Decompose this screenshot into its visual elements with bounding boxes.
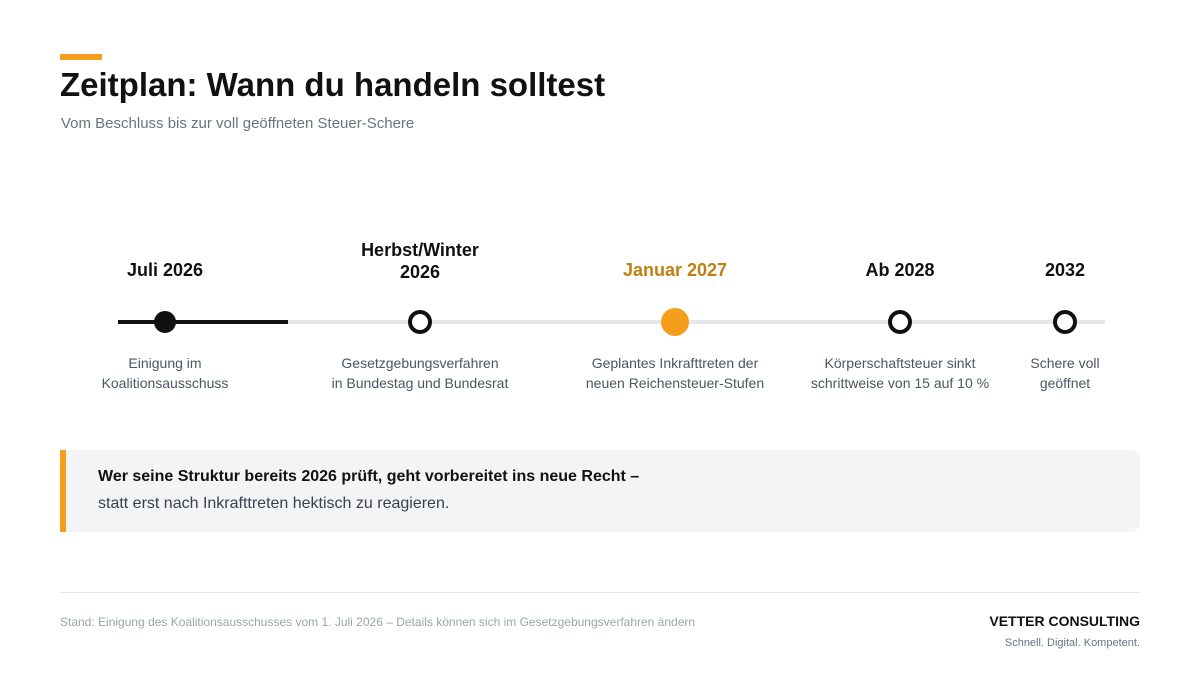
milestone-marker-done [154,311,176,333]
page-title: Zeitplan: Wann du handeln solltest [60,66,606,103]
brand-tagline: Schnell. Digital. Kompetent. [1004,637,1140,649]
footer-note: Stand: Einigung des Koalitionsausschusse… [60,615,696,629]
callout-headline: Wer seine Struktur bereits 2026 prüft, g… [98,468,640,485]
callout-box: Wer seine Struktur bereits 2026 prüft, g… [60,450,1140,532]
milestone-description: Schere voll geöffnet [1030,355,1100,391]
timeline-track [118,320,1105,324]
milestone-description: Geplantes Inkrafttreten der neuen Reiche… [585,355,765,391]
milestone-date: Herbst/Winter 2026 [361,240,479,282]
milestone-date: Juli 2026 [126,260,204,280]
milestone-date: Januar 2027 [622,260,728,280]
timeline-progress [118,320,288,324]
milestone-marker [888,310,912,334]
milestone-date: 2032 [1044,260,1086,280]
milestone-marker [408,310,432,334]
milestone-description: Körperschaftsteuer sinkt schrittweise vo… [810,355,990,391]
milestone-description: Einigung im Koalitionsausschuss [101,355,229,391]
title-accent-bar [60,54,102,60]
callout-text: statt erst nach Inkrafttreten hektisch z… [98,495,450,512]
milestone-description: Gesetzgebungsverfahren in Bundestag und … [331,355,509,391]
milestone-marker-highlight [661,308,689,336]
milestone-marker [1053,310,1077,334]
milestone-date: Ab 2028 [865,260,935,280]
footer-divider [60,592,1140,593]
brand-name: VETTER CONSULTING [989,613,1140,629]
page-subtitle: Vom Beschluss bis zur voll geöffneten St… [61,115,415,132]
